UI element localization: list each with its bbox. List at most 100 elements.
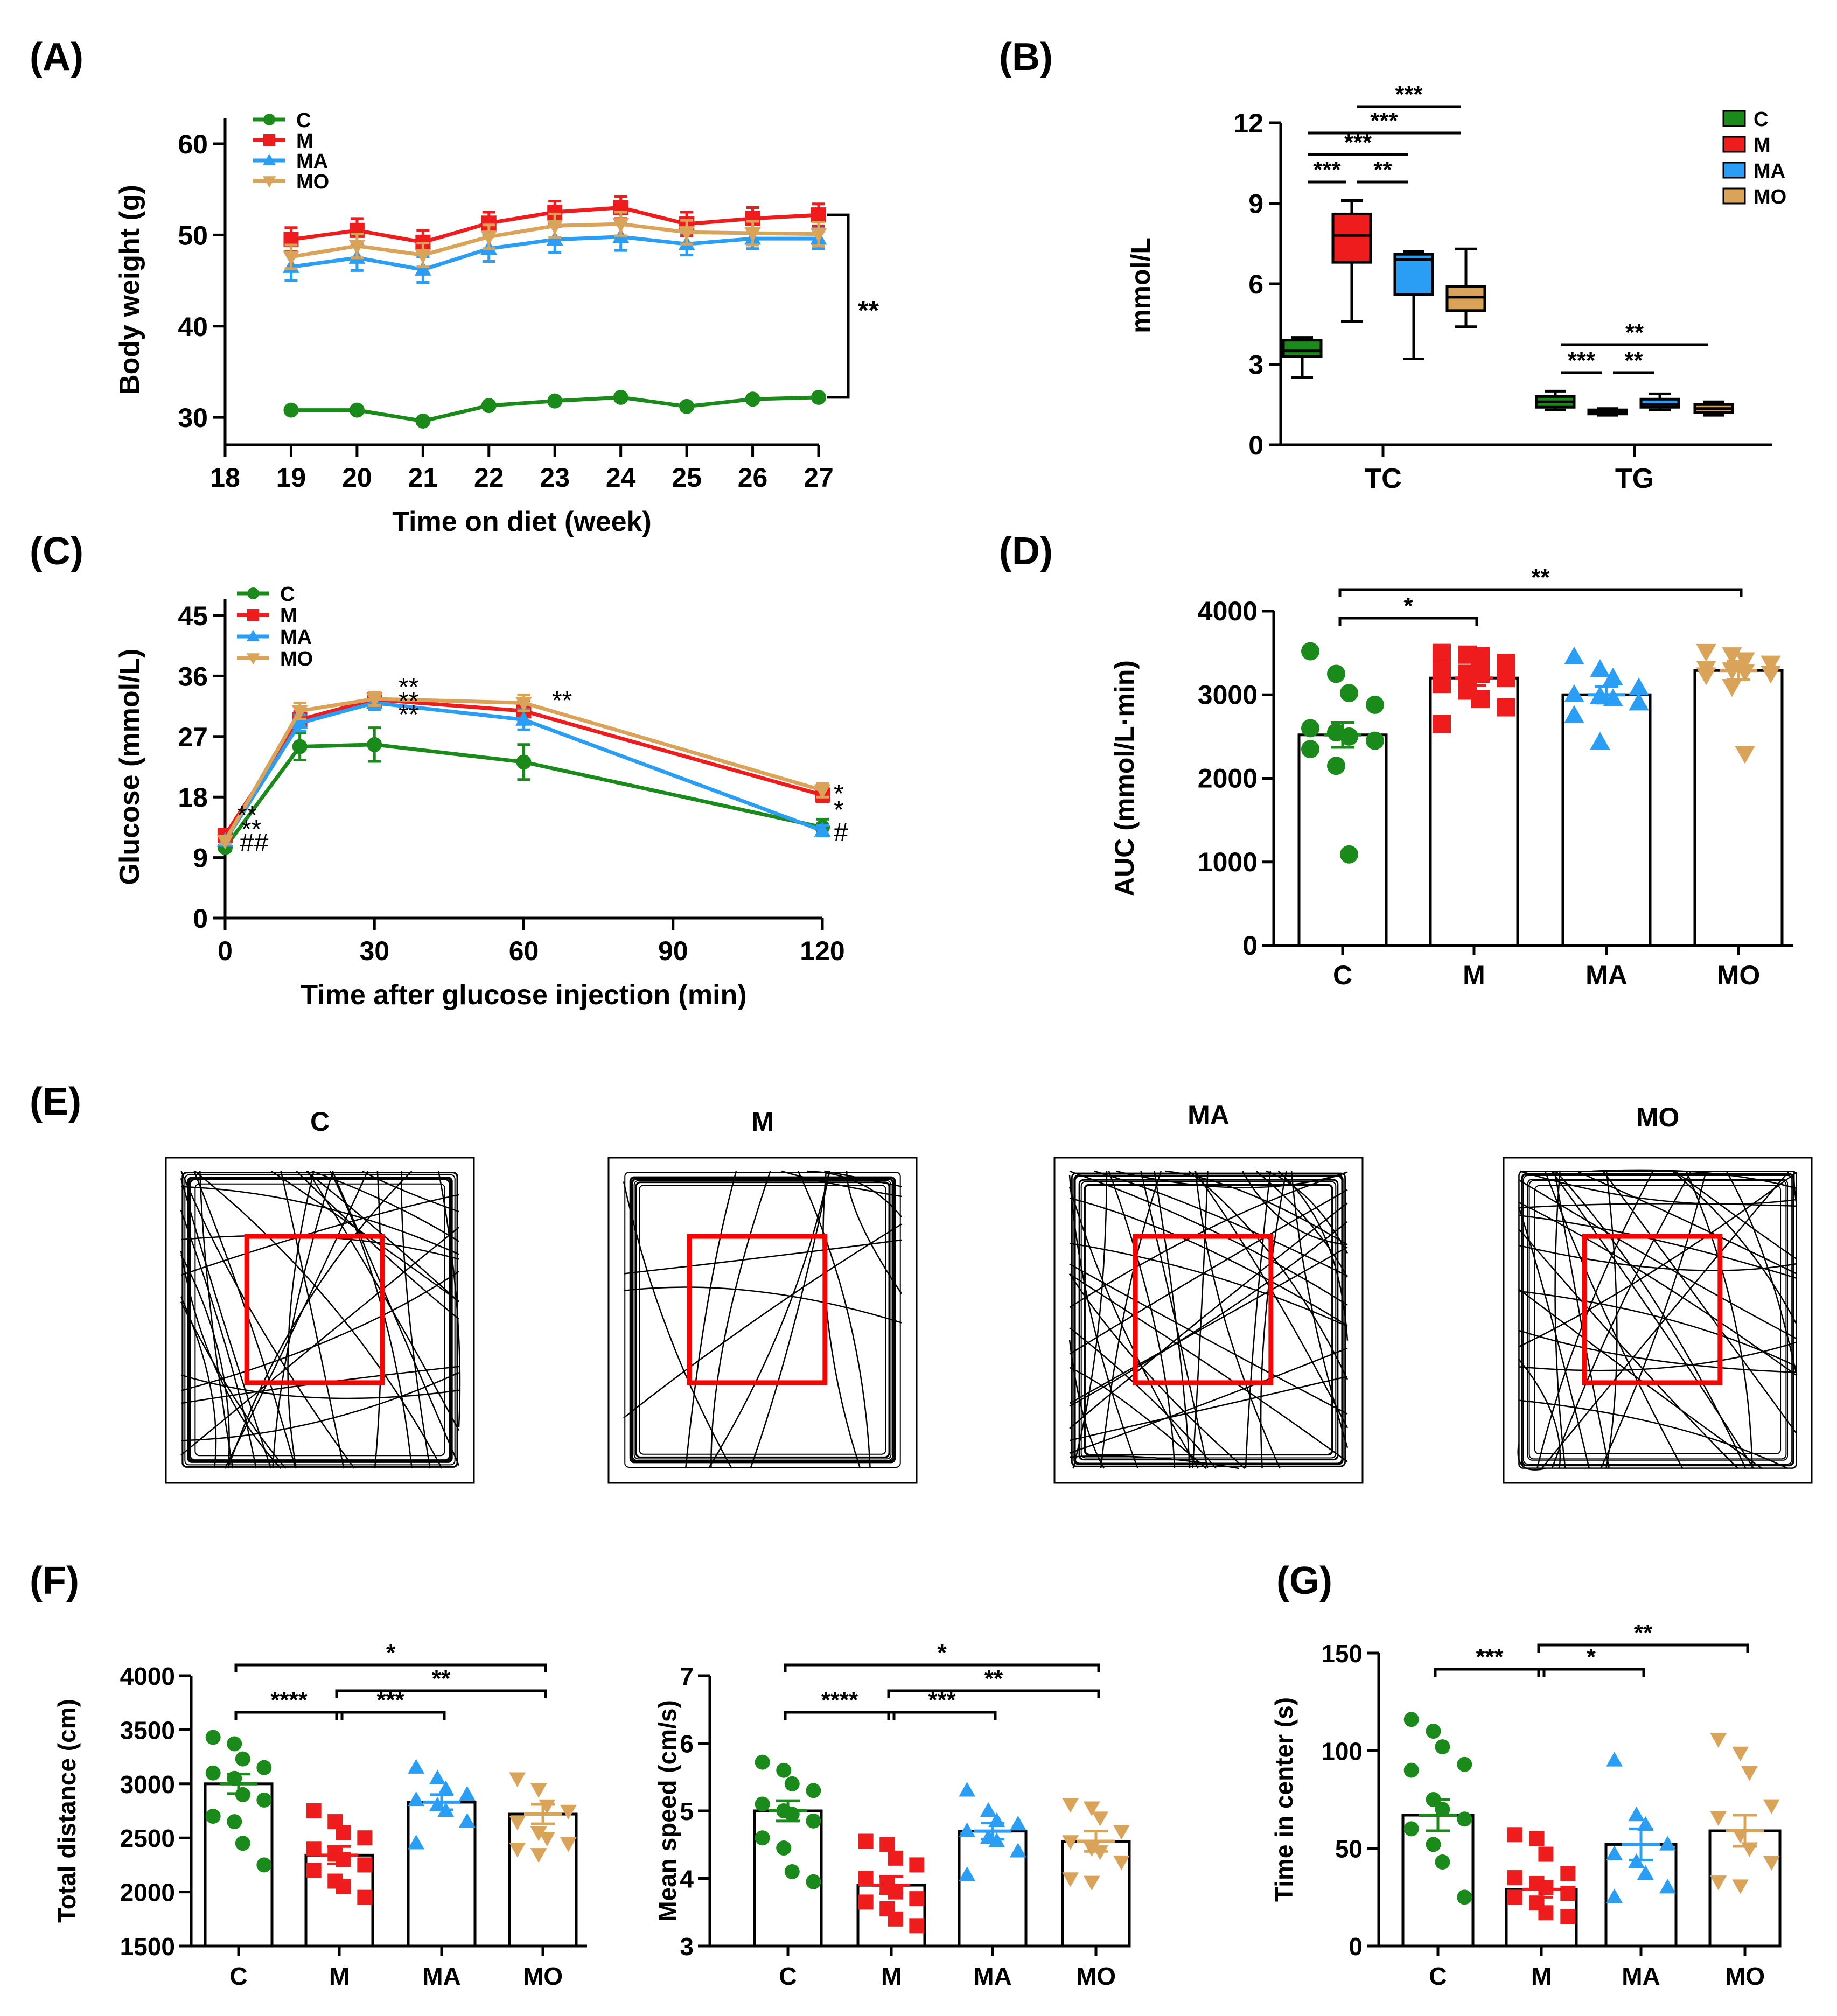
significance-label: ****	[821, 1687, 858, 1713]
point-MO	[678, 226, 695, 241]
y-tick-label: 30	[178, 403, 208, 433]
panel-label-c: (C)	[30, 530, 83, 573]
point-MO	[1732, 1879, 1749, 1894]
x-tick-label: 22	[474, 463, 504, 493]
point-MA	[458, 1786, 476, 1801]
movement-track	[824, 1170, 902, 1187]
point-M	[1507, 1870, 1522, 1886]
x-tick-label: 25	[672, 463, 702, 493]
significance-line	[887, 1689, 1100, 1698]
y-axis-label: Glucose (mmol/L)	[114, 648, 145, 885]
point-C	[516, 754, 532, 770]
x-axis-label: Time on diet (week)	[392, 506, 652, 537]
movement-track	[623, 1286, 902, 1324]
legend-label: M	[280, 605, 297, 627]
point-C	[227, 1736, 242, 1752]
legend-label: MO	[296, 171, 329, 193]
legend-label: M	[1754, 134, 1771, 157]
x-tick-label: MO	[1717, 960, 1761, 990]
point-M	[306, 1841, 322, 1857]
legend-marker-MO	[262, 176, 276, 188]
legend-marker-C	[247, 587, 259, 599]
point-MA	[1637, 1865, 1654, 1880]
x-tick-label: 24	[606, 463, 636, 493]
point-MA	[408, 1835, 425, 1850]
x-tick-label: 30	[359, 936, 389, 966]
x-tick-label: MA	[1622, 1962, 1660, 1990]
wall-track	[1527, 1179, 1789, 1461]
point-C	[755, 1830, 770, 1846]
point-M	[1560, 1866, 1576, 1881]
significance-mark: **	[399, 673, 418, 702]
point-M	[336, 1879, 351, 1894]
movement-track	[180, 1178, 272, 1469]
point-MO	[1710, 1811, 1727, 1826]
x-tick-label: MA	[1585, 960, 1628, 990]
y-tick-label: 6	[680, 1730, 694, 1758]
point-M	[888, 1850, 903, 1866]
point-MA	[1603, 667, 1623, 685]
significance-line	[234, 1663, 547, 1672]
significance-mark: **	[237, 801, 257, 830]
open-field-tracks: C M MA MO	[165, 1100, 1813, 1484]
movement-track	[1672, 1171, 1798, 1325]
legend-marker-MA	[246, 629, 260, 641]
significance-label: ***	[1370, 108, 1398, 134]
x-tick-label: M	[1531, 1962, 1552, 1990]
point-MO	[509, 1772, 526, 1787]
point-MO	[530, 1848, 547, 1863]
point-MA	[959, 1866, 976, 1881]
movement-track	[1551, 1171, 1755, 1469]
point-C	[1435, 1739, 1450, 1755]
point-MO	[1062, 1835, 1079, 1850]
x-tick-label: 60	[509, 936, 539, 966]
arena-label: C	[310, 1107, 330, 1137]
panel-label-e: (E)	[30, 1080, 81, 1123]
movement-track	[1069, 1376, 1348, 1441]
significance-label: ***	[1395, 81, 1423, 108]
point-MO	[530, 1826, 547, 1842]
point-M	[1433, 643, 1451, 662]
significance-mark: #	[834, 818, 848, 847]
point-MO	[366, 692, 383, 708]
x-tick-label: MO	[1076, 1962, 1116, 1990]
point-C	[1340, 684, 1358, 703]
y-axis-label: Body weight (g)	[114, 185, 145, 395]
movement-track	[332, 1171, 460, 1466]
chart-a-body-weight: 30 40 50 60 18 19 20 21 22 23 24 25 26 27 Time on diet…	[114, 109, 879, 537]
point-MO	[283, 250, 299, 266]
wall-track	[1534, 1185, 1782, 1455]
point-MA	[1564, 705, 1584, 723]
movement-track	[1255, 1171, 1349, 1278]
movement-track	[1165, 1170, 1348, 1245]
significance-line	[335, 1711, 446, 1720]
legend-label: C	[280, 583, 295, 606]
point-MO	[530, 1783, 547, 1798]
x-tick-label: 26	[738, 463, 768, 493]
bar-MO	[1693, 669, 1784, 947]
y-tick-label: 27	[178, 722, 208, 752]
chart-c-glucose-tolerance: 0 9 18 27 36 45 0 30 60 90 120 Time after glucose i…	[114, 583, 848, 1011]
legend-swatch-C	[1722, 110, 1746, 127]
point-M	[811, 207, 826, 223]
point-MO	[1710, 1733, 1727, 1748]
movement-track	[684, 1171, 737, 1469]
point-MO	[546, 220, 563, 235]
significance-label: **	[432, 1665, 451, 1692]
y-tick-label: 6	[1248, 269, 1263, 299]
y-tick-label: 5	[680, 1797, 694, 1825]
wall-track	[1528, 1180, 1787, 1460]
x-tick-label: C	[1429, 1962, 1447, 1990]
legend-label: C	[296, 109, 311, 132]
x-tick-label: M	[1463, 960, 1485, 990]
point-C	[776, 1840, 792, 1856]
point-C	[1340, 727, 1358, 746]
point-C	[745, 391, 760, 407]
point-MA	[1590, 732, 1610, 750]
movement-track	[710, 1171, 771, 1469]
movement-track	[1069, 1171, 1348, 1308]
box-TC-M	[1331, 212, 1372, 264]
significance-label: **	[858, 295, 879, 325]
point-C	[1327, 664, 1345, 683]
